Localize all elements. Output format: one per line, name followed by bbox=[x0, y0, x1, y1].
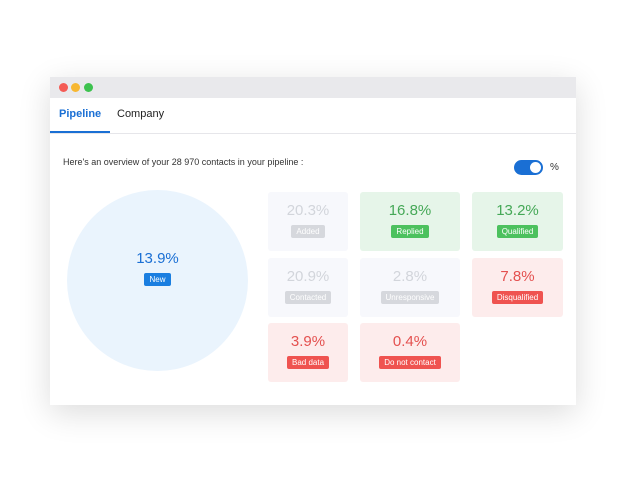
stage-value: 2.8% bbox=[392, 268, 428, 285]
minimize-button[interactable] bbox=[71, 83, 80, 92]
toggle-label: % bbox=[550, 162, 559, 173]
intro-text: Here's an overview of your 28 970 contac… bbox=[63, 157, 304, 167]
stage-value: 3.9% bbox=[290, 333, 326, 350]
stage-badge: Added bbox=[291, 225, 325, 238]
stage-value: 20.3% bbox=[286, 202, 330, 219]
stage-value: 20.9% bbox=[286, 268, 330, 285]
app-window: Pipeline Company Here's an overview of yo… bbox=[50, 77, 576, 405]
stage-badge: Unresponsive bbox=[380, 291, 440, 304]
stage-tile: 3.9% Bad data bbox=[268, 323, 348, 382]
tab[interactable]: Company bbox=[117, 108, 165, 120]
maximize-button[interactable] bbox=[84, 83, 93, 92]
stage-value: 16.8% bbox=[388, 202, 432, 219]
stage-badge: Replied bbox=[391, 225, 429, 238]
stage-tile: 13.2% Qualified bbox=[472, 192, 563, 251]
stage-tile: 20.3% Added bbox=[268, 192, 348, 251]
stage-badge: Disqualified bbox=[491, 291, 544, 304]
stage-badge: Do not contact bbox=[379, 356, 441, 369]
stage-value: 7.8% bbox=[500, 268, 535, 285]
tab-bar: Pipeline Company bbox=[50, 98, 576, 134]
stage-tile: 0.4% Do not contact bbox=[360, 323, 460, 382]
main-stage: 13.9% New bbox=[67, 190, 248, 371]
main-value: 13.9% bbox=[136, 250, 179, 267]
stage-badge: Contacted bbox=[284, 291, 332, 304]
stage-tile: 20.9% Contacted bbox=[268, 258, 348, 317]
close-button[interactable] bbox=[59, 83, 68, 92]
stage-value: 13.2% bbox=[496, 202, 539, 219]
stage-tile: 16.8% Replied bbox=[360, 192, 460, 251]
title-bar bbox=[50, 77, 576, 98]
stage-badge: Qualified bbox=[496, 225, 539, 238]
main-badge: New bbox=[144, 273, 171, 286]
percent-toggle[interactable] bbox=[514, 160, 543, 175]
stage-value: 0.4% bbox=[392, 333, 428, 350]
tab[interactable]: Pipeline bbox=[50, 98, 111, 133]
stage-tile: 7.8% Disqualified bbox=[472, 258, 563, 317]
stage-tile: 2.8% Unresponsive bbox=[360, 258, 460, 317]
stage-badge: Bad data bbox=[286, 356, 330, 369]
